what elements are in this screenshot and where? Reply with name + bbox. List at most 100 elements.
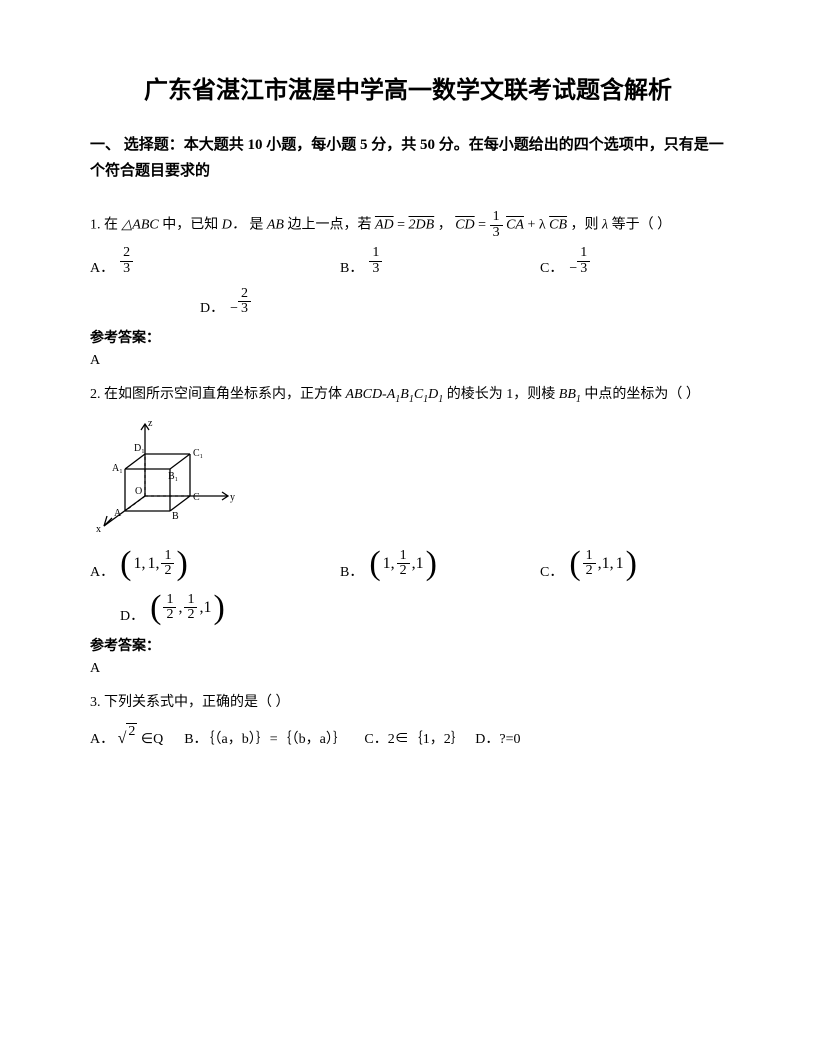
q3-option-a: A． √2 ∈Q	[90, 732, 167, 747]
cube-diagram-icon: z y x O A B C A₁ B₁ C₁ D₁	[90, 416, 240, 536]
q3-option-d: D．?=0	[475, 732, 520, 747]
q2-tb: 的棱长为 1，则棱	[447, 387, 559, 402]
q3-options: A． √2 ∈Q B．｛（a，b）｝=｛（b，a）｝ C．2∈｛1，2｝ D．?…	[90, 723, 726, 755]
opt-letter: B．	[184, 732, 207, 747]
coord: ( 12 , 12 ,1 )	[150, 591, 225, 625]
q1-eq: =	[397, 217, 408, 232]
lbl: O	[135, 486, 142, 497]
q2-figure: z y x O A B C A₁ B₁ C₁ D₁	[90, 416, 726, 541]
q1-optD-frac: 2 3	[238, 287, 251, 317]
rp: )	[176, 547, 187, 581]
q1-lambda: λ	[602, 217, 608, 232]
q1-vec-CD: CD	[455, 217, 474, 232]
q2-options-row1: A． ( 1, 1, 12 ) B． ( 1, 12 ,1 )	[90, 547, 726, 581]
lbl: A	[114, 508, 122, 519]
q2-option-c: C． ( 12 ,1, 1 )	[540, 547, 637, 581]
d: 3	[577, 262, 590, 277]
t: 1,	[133, 555, 145, 573]
lp: (	[369, 547, 380, 581]
q2-options-row2: D． ( 12 , 12 ,1 )	[120, 591, 726, 625]
opt-letter: B．	[340, 561, 363, 581]
q2-answer-label: 参考答案：	[90, 635, 726, 655]
rp: )	[213, 591, 224, 625]
opt-letter: A．	[90, 561, 114, 581]
q3-option-b: B．｛（a，b）｝=｛（b，a）｝	[184, 732, 350, 747]
coord: ( 1, 1, 12 )	[120, 547, 188, 581]
opt-letter: A．	[90, 257, 114, 277]
q1-t: 中，已知	[162, 217, 222, 232]
q1-frac-num: 1	[490, 210, 503, 226]
opt-letter: A．	[90, 732, 114, 747]
t: ｛（a，b）｝=｛（b，a）｝	[208, 732, 347, 747]
q1-option-d: D． − 2 3	[200, 287, 251, 317]
n: 1	[369, 246, 382, 262]
q1-optA-frac: 2 3	[120, 246, 133, 276]
neg: −	[230, 301, 238, 317]
lbl: y	[230, 492, 235, 503]
lp: (	[150, 591, 161, 625]
q1-vec-CA: CA	[506, 217, 524, 232]
t: ,1	[199, 599, 211, 617]
section-instruction: 一、 选择题：本大题共 10 小题，每小题 5 分，共 50 分。在每小题给出的…	[90, 133, 726, 184]
q1-answer-label: 参考答案：	[90, 327, 726, 347]
lbl: C	[193, 492, 200, 503]
opt-letter: C．	[540, 257, 563, 277]
q1-optC-frac: 1 3	[577, 246, 590, 276]
s: 1	[576, 394, 581, 405]
opt-letter: D．	[120, 605, 144, 625]
question-3: 3. 下列关系式中，正确的是（ ）	[90, 689, 726, 717]
q2-ta: 2. 在如图所示空间直角坐标系内，正方体	[90, 387, 346, 402]
page-title: 广东省湛江市湛屋中学高一数学文联考试题含解析	[90, 70, 726, 105]
q1-frac-1-3: 1 3	[490, 210, 503, 240]
t: 1,	[383, 555, 395, 573]
r: 2	[126, 723, 137, 739]
question-1: 1. 在 △ABC 中，已知 D． 是 AB 边上一点，若 AD = 2DB ，…	[90, 210, 726, 240]
question-2: 2. 在如图所示空间直角坐标系内，正方体 ABCD-A1B1C1D1 的棱长为 …	[90, 381, 726, 410]
opt-letter: D．	[200, 297, 224, 317]
t: C	[414, 387, 423, 402]
n: 2	[238, 287, 251, 303]
q1-vec-CB: CB	[549, 217, 567, 232]
q1-optB-frac: 1 3	[369, 246, 382, 276]
q1-eq2: =	[478, 217, 489, 232]
n: 1	[583, 549, 596, 565]
q1-vec-AD: AD	[375, 217, 394, 232]
q1-option-a: A． 2 3	[90, 246, 330, 276]
d: 2	[583, 564, 596, 579]
q1-triangle: △ABC	[122, 217, 159, 232]
t: ABCD-A	[346, 387, 396, 402]
t: ,	[178, 599, 182, 617]
d: 2	[397, 564, 410, 579]
n: 1	[184, 593, 197, 609]
q1-tail: 等于（ ）	[612, 217, 672, 232]
q2-tc: 中点的坐标为（ ）	[584, 387, 700, 402]
t: 1	[616, 555, 624, 573]
d: 3	[369, 262, 382, 277]
lbl: x	[96, 524, 101, 535]
q2-cube: ABCD-A1B1C1D1	[346, 387, 447, 402]
coord: ( 12 ,1, 1 )	[569, 547, 637, 581]
d: 3	[238, 302, 251, 317]
q1-AB: AB	[267, 217, 284, 232]
sqrt-icon: √2	[118, 723, 138, 755]
q1-frac-den: 3	[490, 226, 503, 241]
opt-letter: C．	[364, 732, 387, 747]
q1-option-b: B． 1 3	[340, 246, 530, 276]
q1-t4: ，则	[571, 217, 603, 232]
q1-D: D．	[222, 217, 246, 232]
n: 1	[163, 593, 176, 609]
d: 2	[163, 608, 176, 623]
t: B	[400, 387, 409, 402]
d: 2	[161, 564, 174, 579]
opt-letter: D．	[475, 732, 499, 747]
q2-option-d: D． ( 12 , 12 ,1 )	[120, 591, 225, 625]
s: 1	[438, 394, 443, 405]
t: ,1	[412, 555, 424, 573]
lbl: B	[172, 511, 179, 522]
lbl: C₁	[193, 448, 203, 459]
lbl: B₁	[168, 471, 178, 482]
lp: (	[569, 547, 580, 581]
t: ∈Q	[141, 732, 163, 747]
q1-option-c: C． − 1 3	[540, 246, 590, 276]
q1-vec-2DB: 2DB	[409, 217, 435, 232]
